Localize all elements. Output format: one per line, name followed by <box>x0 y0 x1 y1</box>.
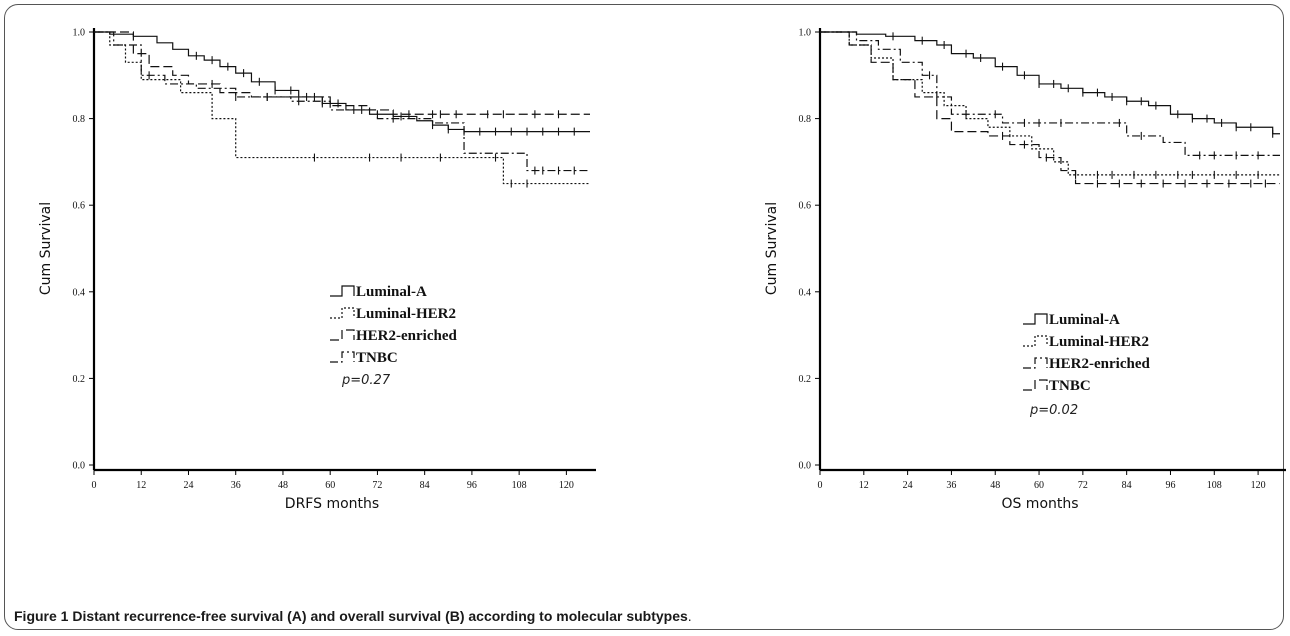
legend-swatch-luminal-a <box>330 285 355 297</box>
x-tick-label: 60 <box>1034 480 1044 491</box>
y-tick-label: 1.0 <box>73 28 86 39</box>
x-tick-label: 12 <box>136 480 146 491</box>
x-tick-label: 120 <box>559 480 574 491</box>
legend-swatch-her2-enriched <box>1023 357 1048 369</box>
x-tick-label: 120 <box>1251 480 1266 491</box>
caption-label: Figure 1 <box>14 608 69 624</box>
y-tick-label: 0.8 <box>73 114 86 125</box>
caption-title: Distant recurrence-free survival (A) and… <box>72 608 688 624</box>
x-tick-label: 24 <box>183 480 193 491</box>
x-tick-label: 48 <box>990 480 1000 491</box>
x-axis-label: OS months <box>1001 496 1078 512</box>
x-tick-label: 108 <box>512 480 527 491</box>
legend-label-luminal-a: Luminal-A <box>356 284 427 300</box>
series-line-tnbc <box>94 31 590 172</box>
x-tick-label: 72 <box>372 480 382 491</box>
p-value-annotation: p=0.27 <box>341 373 391 388</box>
figure-frame <box>4 4 1284 630</box>
series-line-luminal-a <box>94 31 590 133</box>
legend-swatch-her2-enriched <box>330 329 355 341</box>
series-line-luminal-a <box>820 31 1280 135</box>
x-tick-label: 96 <box>467 480 477 491</box>
y-axis-label: Cum Survival <box>38 202 54 295</box>
y-tick-label: 0.2 <box>799 374 812 385</box>
legend-swatch-tnbc <box>330 351 355 363</box>
y-tick-label: 0.4 <box>73 287 86 298</box>
y-axis-label: Cum Survival <box>764 202 780 295</box>
series-line-her2-enriched <box>820 31 1280 157</box>
legend-label-tnbc: TNBC <box>356 350 398 366</box>
legend-swatch-tnbc <box>1023 379 1048 391</box>
x-tick-label: 96 <box>1165 480 1175 491</box>
x-axis-label: DRFS months <box>285 496 379 512</box>
legend-label-luminal-her2: Luminal-HER2 <box>356 306 456 322</box>
figure-caption: Figure 1 Distant recurrence-free surviva… <box>14 608 692 624</box>
caption-end: . <box>687 608 692 624</box>
x-tick-label: 108 <box>1207 480 1222 491</box>
series-line-luminal-her2 <box>94 31 590 185</box>
p-value-annotation: p=0.02 <box>1029 403 1078 418</box>
legend-label-luminal-a: Luminal-A <box>1049 312 1120 328</box>
series-line-luminal-her2 <box>820 31 1280 176</box>
y-tick-label: 1.0 <box>799 28 812 39</box>
legend-label-her2-enriched: HER2-enriched <box>356 328 457 344</box>
series-line-tnbc <box>820 31 1280 185</box>
x-tick-label: 0 <box>818 480 823 491</box>
chart-panel-a: 0.0 0.2 0.4 0.6 0.8 1.0 0 12 24 36 48 60 72 84 96 108 12… <box>38 28 596 512</box>
y-tick-label: 0.8 <box>799 114 812 125</box>
legend-label-luminal-her2: Luminal-HER2 <box>1049 334 1149 350</box>
legend-label-tnbc: TNBC <box>1049 378 1091 394</box>
x-tick-label: 24 <box>903 480 913 491</box>
series-line-her2-enriched <box>94 31 590 115</box>
chart-panel-b: 0.0 0.2 0.4 0.6 0.8 1.0 0 12 24 36 48 60 72 84 96 108 12… <box>764 28 1286 512</box>
x-tick-label: 36 <box>946 480 956 491</box>
y-tick-label: 0.4 <box>799 287 812 298</box>
x-tick-label: 84 <box>1122 480 1132 491</box>
legend-swatch-luminal-a <box>1023 313 1048 325</box>
y-tick-label: 0.0 <box>73 461 86 472</box>
legend-swatch-luminal-her2 <box>330 307 355 319</box>
x-tick-label: 12 <box>859 480 869 491</box>
x-tick-label: 48 <box>278 480 288 491</box>
x-tick-label: 84 <box>420 480 430 491</box>
x-tick-label: 60 <box>325 480 335 491</box>
legend-label-her2-enriched: HER2-enriched <box>1049 356 1150 372</box>
x-tick-label: 36 <box>231 480 241 491</box>
y-tick-label: 0.0 <box>799 461 812 472</box>
x-tick-label: 0 <box>92 480 97 491</box>
y-tick-label: 0.2 <box>73 374 86 385</box>
y-tick-label: 0.6 <box>73 201 86 212</box>
legend-swatch-luminal-her2 <box>1023 335 1048 347</box>
x-tick-label: 72 <box>1078 480 1088 491</box>
y-tick-label: 0.6 <box>799 201 812 212</box>
